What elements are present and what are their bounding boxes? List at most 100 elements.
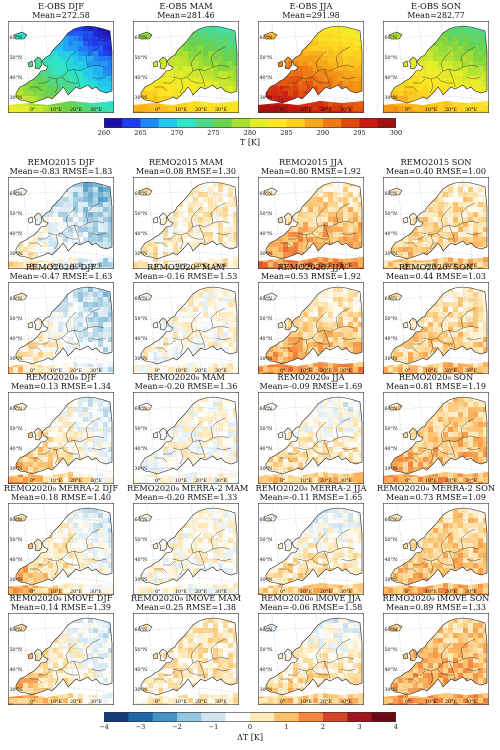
lon-label: 20°E (445, 107, 458, 113)
lon-label: 20°E (70, 699, 83, 705)
colorbar-tick: 260 (97, 129, 111, 137)
map-canvas: 60°N 50°N 40°N 30°N 0° 10°E 20°E 30°E (133, 282, 239, 374)
map-canvas: 60°N 50°N 40°N 30°N 0° 10°E 20°E 30°E (8, 392, 114, 484)
map-panel: REMO2020₉ iMOVE MAM Mean=0.25 RMSE=1.38 60… (127, 594, 245, 708)
lat-label: 50°N (260, 55, 273, 61)
colorbar-tick: 300 (389, 129, 403, 137)
lat-label: 40°N (10, 557, 23, 563)
colorbar-swatch (231, 118, 251, 128)
colorbar-tick: 290 (316, 129, 330, 137)
lat-label: 50°N (10, 211, 23, 217)
panel-stats: Mean=-0.20 RMSE=1.33 (134, 493, 238, 502)
lat-label: 30°N (135, 577, 148, 583)
panel-stats: Mean=281.46 (157, 11, 215, 20)
panel-title: REMO2015 MAM (148, 157, 224, 167)
lat-label: 50°N (385, 426, 398, 432)
lon-label: 10°E (50, 589, 63, 595)
panel-title: REMO2020₉ iMOVE DJF (9, 593, 113, 603)
colorbar-swatch (177, 118, 196, 128)
map-canvas: 60°N 50°N 40°N 30°N 0° 10°E 20°E 30°E (258, 503, 364, 595)
lon-label: 30°E (90, 107, 103, 113)
lon-label: 0° (155, 263, 160, 269)
colorbar-tick: 285 (280, 129, 293, 137)
map-panel: REMO2020₉ iMOVE SON Mean=0.89 RMSE=1.33 60… (377, 594, 495, 708)
lon-label: 30°E (215, 589, 228, 595)
map-canvas: 60°N 50°N 40°N 30°N 0° 10°E 20°E 30°E (383, 177, 489, 269)
map-canvas: 60°N 50°N 40°N 30°N 0° 10°E 20°E 30°E (8, 503, 114, 595)
lon-label: 20°E (195, 589, 208, 595)
lon-label: 0° (155, 478, 160, 484)
lat-label: 60°N (260, 191, 273, 197)
lat-label: 30°N (260, 466, 273, 472)
lat-label: 30°N (385, 466, 398, 472)
map-canvas: 60°N 50°N 40°N 30°N 0° 10°E 20°E 30°E (8, 613, 114, 705)
lat-label: 50°N (135, 55, 148, 61)
map-canvas: 60°N 50°N 40°N 30°N 0° 10°E 20°E 30°E (383, 392, 489, 484)
lon-label: 0° (405, 478, 410, 484)
colorbar-swatch (377, 118, 396, 128)
map-panel: REMO2015 MAM Mean=0.08 RMSE=1.30 60°N 50°N 4… (127, 158, 245, 272)
lon-label: 30°E (90, 368, 103, 374)
lon-label: 20°E (445, 699, 458, 705)
lon-label: 0° (405, 368, 410, 374)
lat-label: 50°N (135, 316, 148, 322)
lat-label: 50°N (260, 316, 273, 322)
map-panel: REMO2020₉ iMOVE DJF Mean=0.14 RMSE=1.39 60… (2, 594, 120, 708)
lat-label: 60°N (135, 627, 148, 633)
panel-stats: Mean=0.44 RMSE=1.03 (386, 272, 486, 281)
lat-label: 30°N (10, 466, 23, 472)
lon-label: 0° (30, 368, 35, 374)
lon-label: 20°E (70, 107, 83, 113)
map-panel: REMO2020₉ DJF Mean=0.13 RMSE=1.34 60°N 50°N… (2, 373, 120, 487)
lon-label: 10°E (175, 107, 188, 113)
lat-label: 60°N (260, 517, 273, 523)
lon-label: 20°E (70, 263, 83, 269)
lat-label: 30°N (385, 577, 398, 583)
lat-label: 60°N (135, 517, 148, 523)
lon-label: 10°E (300, 107, 313, 113)
colorbar-tick: −1 (208, 723, 219, 731)
panel-stats: Mean=0.80 RMSE=1.92 (261, 167, 361, 176)
lon-label: 0° (30, 107, 35, 113)
colorbar-swatch (225, 712, 251, 722)
lat-label: 60°N (385, 191, 398, 197)
colorbar-tick: 265 (134, 129, 147, 137)
lat-label: 40°N (10, 231, 23, 237)
lat-label: 30°N (385, 95, 398, 101)
lon-label: 20°E (320, 699, 333, 705)
lon-label: 0° (30, 478, 35, 484)
map-panel: REMO2020₉ MERRA-2 DJF Mean=0.18 RMSE=1.40… (2, 484, 120, 598)
lon-label: 30°E (465, 478, 478, 484)
lon-label: 10°E (425, 263, 438, 269)
lat-label: 30°N (260, 251, 273, 257)
lon-label: 30°E (340, 107, 353, 113)
lon-label: 30°E (465, 699, 478, 705)
map-panel: E-OBS SON Mean=282.77 60°N 50°N 40°N 30°N 0° 10… (377, 2, 495, 116)
colorbar-difference: −4 −3 −2 −1 0 1 2 3 4 ΔT [K] (99, 712, 398, 746)
panel-stats: Mean=0.18 RMSE=1.40 (11, 493, 111, 502)
colorbar-swatch (371, 712, 396, 722)
lon-label: 30°E (90, 699, 103, 705)
lat-label: 50°N (385, 55, 398, 61)
panel-stats: Mean=272.58 (32, 11, 90, 20)
lon-label: 30°E (215, 368, 228, 374)
lat-label: 40°N (135, 75, 148, 81)
colorbar-swatch (341, 118, 360, 128)
lon-label: 10°E (175, 368, 188, 374)
panel-stats: Mean=-0.83 RMSE=1.83 (9, 167, 113, 176)
map-panel: E-OBS MAM Mean=281.46 60°N 50°N 40°N 30°N 0° 10… (127, 2, 245, 116)
lat-label: 50°N (135, 426, 148, 432)
panel-title: REMO2020₉ SON (398, 372, 474, 382)
lon-label: 20°E (195, 478, 208, 484)
colorbar-tick: 275 (207, 129, 220, 137)
lat-label: 50°N (385, 316, 398, 322)
lat-label: 40°N (135, 446, 148, 452)
panel-title: REMO2020₉ MERRA-2 JJA (255, 483, 367, 493)
lat-label: 40°N (135, 336, 148, 342)
colorbar-swatch (274, 712, 300, 722)
lon-label: 10°E (50, 478, 63, 484)
map-panel: REMO2020₉ MAM Mean=-0.20 RMSE=1.36 60°N 50°… (127, 373, 245, 487)
lon-label: 30°E (465, 368, 478, 374)
map-canvas: 60°N 50°N 40°N 30°N 0° 10°E 20°E 30°E (258, 21, 364, 113)
colorbar-swatch (304, 118, 324, 128)
